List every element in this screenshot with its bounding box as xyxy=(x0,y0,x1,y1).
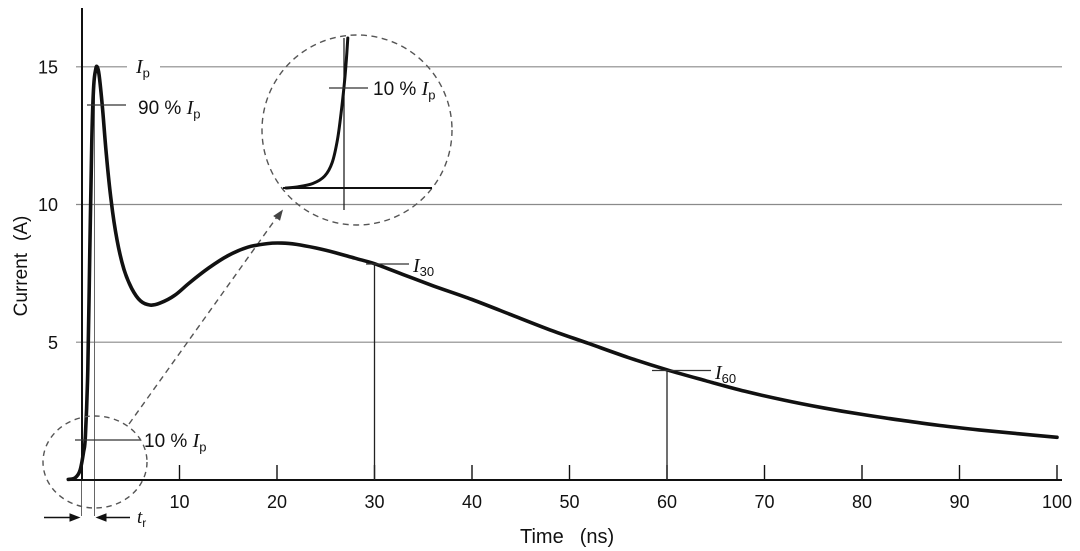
y-axis-title: Current(A) xyxy=(11,216,32,317)
x-tick-label-30: 30 xyxy=(364,492,384,512)
x-axis-title: Time (ns) xyxy=(520,526,614,548)
ip-label: Ip xyxy=(135,56,150,81)
y-tick-labels: 5 10 15 xyxy=(38,58,58,354)
i30-label: I30 xyxy=(412,255,434,279)
origin-detail-dashed-circle xyxy=(42,415,148,509)
inset-dashed-circle xyxy=(261,34,453,226)
discharge-current-curve xyxy=(66,64,1059,482)
inset-pointer-arrowhead-icon xyxy=(273,209,283,221)
10pct-ip-label: 10 % Ip xyxy=(144,430,207,455)
i60-label: I60 xyxy=(714,362,736,386)
x-tick-label-100: 100 xyxy=(1042,492,1072,512)
inset-pointer-dashed-line xyxy=(128,216,278,425)
x-tick-label-40: 40 xyxy=(462,492,482,512)
x-tick-label-60: 60 xyxy=(657,492,677,512)
tr-label: tr xyxy=(137,507,146,530)
x-tick-label-70: 70 xyxy=(754,492,774,512)
x-tick-label-20: 20 xyxy=(267,492,287,512)
tr-right-arrowhead-icon xyxy=(95,513,107,522)
x-tick-marks xyxy=(178,465,1058,480)
inset-rising-edge-curve xyxy=(284,36,350,190)
gridlines xyxy=(76,66,1062,343)
tr-left-arrowhead-icon xyxy=(69,513,81,522)
90pct-ip-label: 90 % Ip xyxy=(138,97,201,122)
x-tick-labels: 10 20 30 40 50 60 70 80 90 100 xyxy=(169,492,1072,512)
x-tick-label-50: 50 xyxy=(559,492,579,512)
y-tick-label-10: 10 xyxy=(38,195,58,215)
inset-magnifier: 10 % Ip xyxy=(261,34,453,226)
y-tick-label-15: 15 xyxy=(38,58,58,78)
rise-time-annotation: tr xyxy=(44,507,146,530)
x-tick-label-80: 80 xyxy=(852,492,872,512)
x-tick-label-10: 10 xyxy=(169,492,189,512)
peak-annotations: Ip 90 % Ip 10 % Ip xyxy=(75,56,207,455)
y-tick-label-5: 5 xyxy=(48,333,58,353)
inset-10pct-ip-label: 10 % Ip xyxy=(373,78,436,103)
x-tick-label-90: 90 xyxy=(949,492,969,512)
